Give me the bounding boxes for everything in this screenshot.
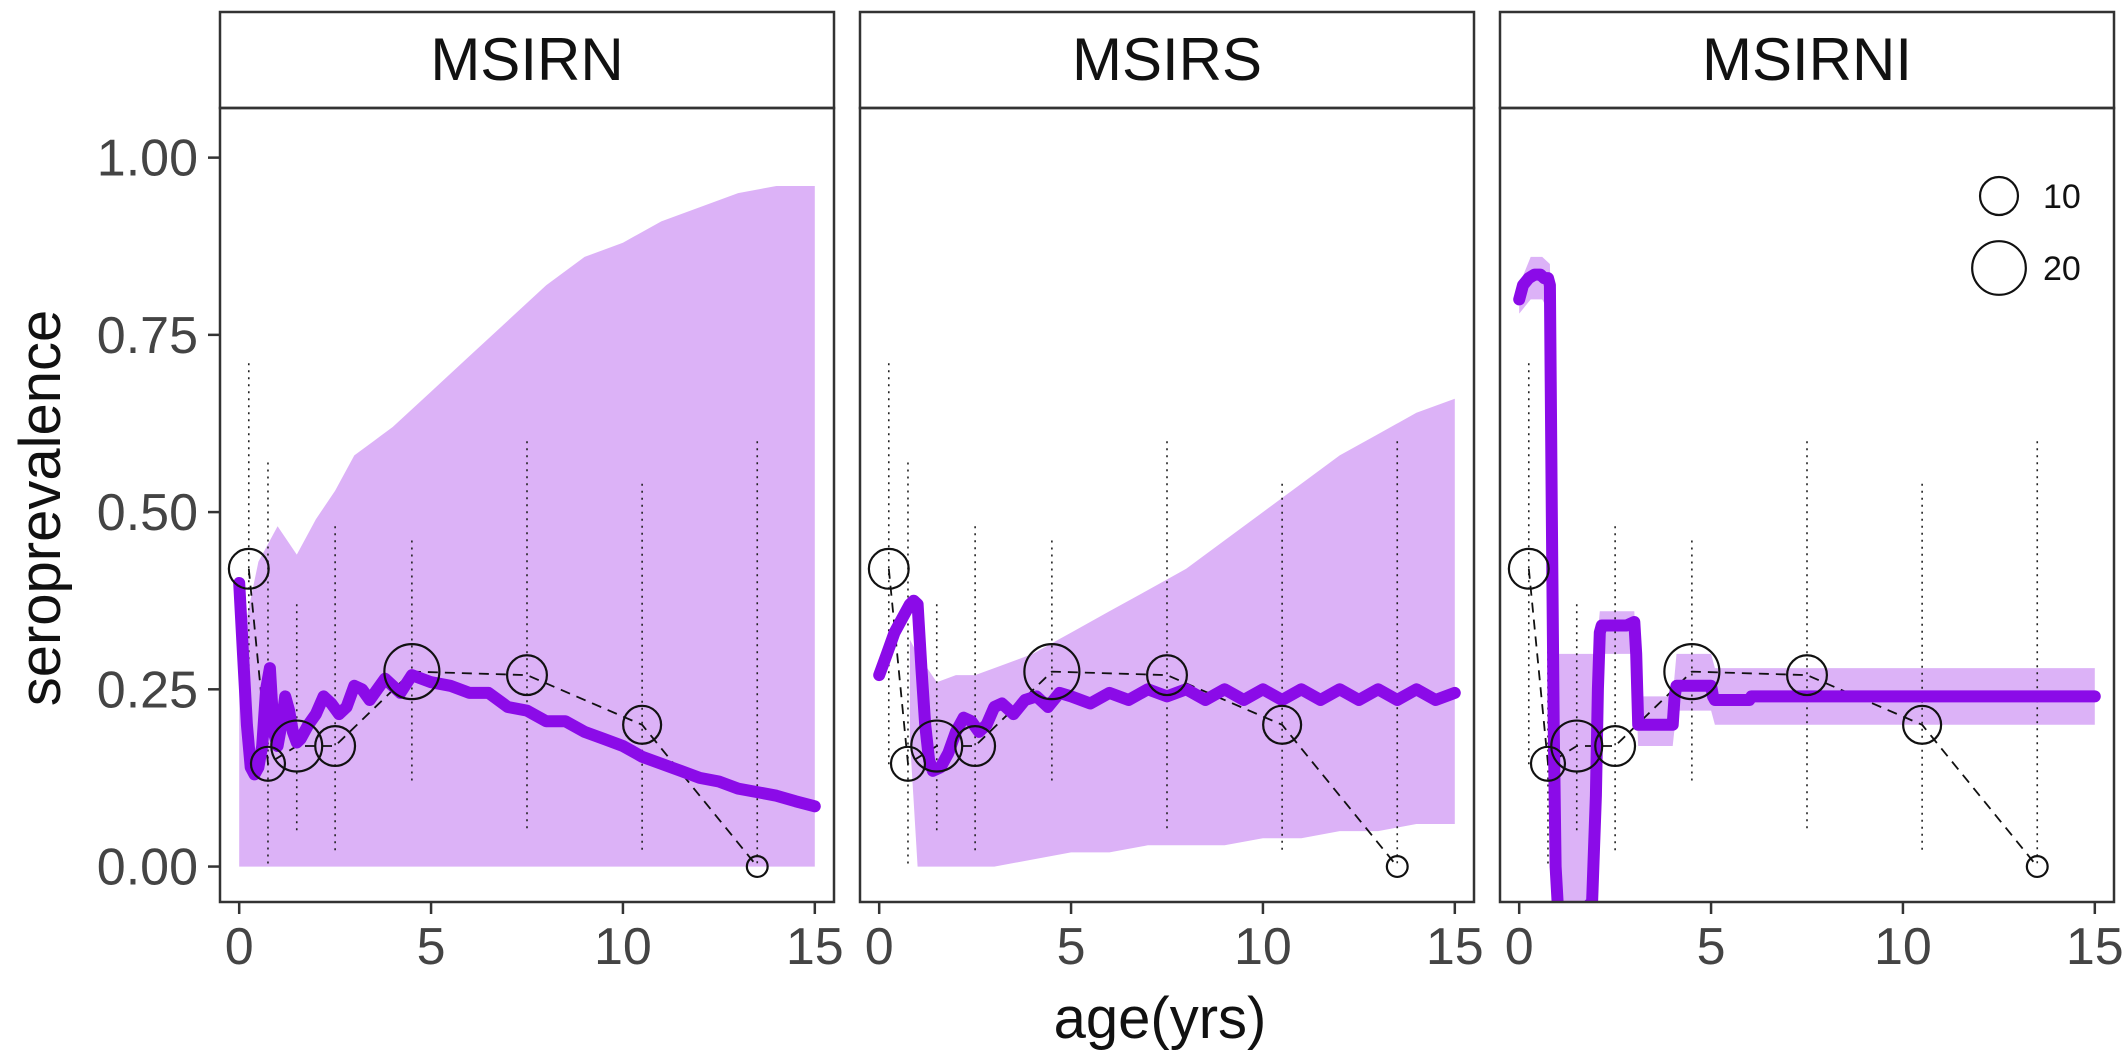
panel-border xyxy=(1498,106,2116,904)
legend-key-circle xyxy=(1978,175,2020,217)
x-tick-label: 5 xyxy=(1057,918,1086,976)
observed-point xyxy=(1507,547,1550,590)
observed-point xyxy=(227,547,270,590)
x-tick-label: 5 xyxy=(417,918,446,976)
x-tick-label: 10 xyxy=(1234,918,1292,976)
panel-msirni: MSIRNI 0 5 10 15 10 20 xyxy=(1498,10,2124,976)
panel-title: MSIRN xyxy=(430,26,623,93)
y-tick-label: 0.00 xyxy=(97,839,198,897)
plot-area xyxy=(873,363,1461,868)
x-tick-label: 0 xyxy=(225,918,254,976)
y-tick-label: 0.50 xyxy=(97,484,198,542)
size-legend: 10 20 xyxy=(1971,175,2081,296)
x-tick-label: 0 xyxy=(1505,918,1534,976)
legend-label: 10 xyxy=(2043,178,2081,216)
panel-strip xyxy=(1498,10,2116,110)
observed-point xyxy=(745,855,769,879)
observed-point xyxy=(1385,855,1409,879)
x-tick-label: 15 xyxy=(1426,918,1484,976)
observed-point xyxy=(889,745,927,782)
x-tick-label: 15 xyxy=(2066,918,2124,976)
panel-title: MSIRNI xyxy=(1702,26,1912,93)
panel-strip xyxy=(858,10,1476,110)
panel-strip xyxy=(218,10,836,110)
observed-point xyxy=(1594,725,1637,768)
panel-border xyxy=(858,106,1476,904)
observed-point xyxy=(1663,643,1721,701)
confidence-ribbon xyxy=(909,398,1455,867)
confidence-ribbon xyxy=(1519,256,2095,902)
y-tick-label: 0.25 xyxy=(97,661,198,719)
observed-point xyxy=(867,547,910,590)
x-tick-label: 15 xyxy=(786,918,844,976)
observed-point xyxy=(1146,654,1188,697)
y-tick-label: 1.00 xyxy=(97,130,198,188)
x-tick-label: 5 xyxy=(1697,918,1726,976)
fitted-line xyxy=(233,577,821,813)
panel-msirs: MSIRS 0 5 10 15 xyxy=(858,10,1484,976)
panel-title: MSIRS xyxy=(1072,26,1262,93)
observed-point xyxy=(910,719,964,773)
panel-border xyxy=(218,106,836,904)
x-tick-label: 10 xyxy=(1874,918,1932,976)
plot-area xyxy=(1513,256,2101,902)
observed-point xyxy=(1902,704,1943,745)
fitted-line xyxy=(1513,268,2101,902)
legend-label: 20 xyxy=(2043,250,2081,288)
panels-layer: MSIRN 0 5 10 15 0.00 0.25 0.50 0.75 1.00 MSIRS 0 5 10… xyxy=(97,10,2124,976)
observed-point xyxy=(1262,704,1303,745)
observed-point xyxy=(1786,654,1828,697)
observed-point xyxy=(954,725,997,768)
observed-point xyxy=(1529,745,1567,782)
observed-point xyxy=(1023,643,1081,701)
x-tick-label: 0 xyxy=(865,918,894,976)
observed-point xyxy=(1550,719,1604,773)
observed-point xyxy=(2025,855,2049,879)
plot-area xyxy=(233,186,821,868)
observed-point xyxy=(506,654,548,697)
x-tick-label: 10 xyxy=(594,918,652,976)
observed-point xyxy=(622,704,663,745)
panel-msirn: MSIRN 0 5 10 15 0.00 0.25 0.50 0.75 1.00 xyxy=(97,10,844,976)
observed-point xyxy=(314,725,357,768)
observed-point xyxy=(383,643,441,701)
fitted-line xyxy=(873,594,1461,777)
y-tick-label: 0.75 xyxy=(97,307,198,365)
x-axis-label: age(yrs) xyxy=(1054,986,1267,1051)
legend-key-circle xyxy=(1971,240,2027,296)
observed-point xyxy=(270,719,324,773)
y-axis-label: seroprevalence xyxy=(8,310,73,707)
observed-point xyxy=(249,745,287,782)
